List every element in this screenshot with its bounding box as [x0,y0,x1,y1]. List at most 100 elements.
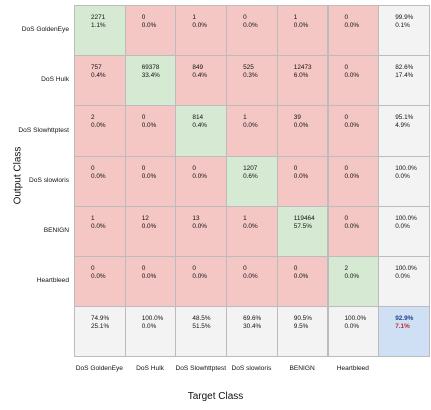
cell-count: 1 [243,214,247,222]
matrix-cell: 0 0.0% [175,155,228,207]
x-axis-label: Target Class [187,391,244,402]
matrix-cell: 12 0.0% [124,205,177,257]
cell-count: 0 [293,265,298,272]
cell-percent: 51.5% [192,323,211,331]
matrix-cell: 0 0.0% [327,205,380,257]
cell-count: 525 [243,64,254,72]
column-label: DoS Slowhttptest [175,365,227,372]
matrix-cell: 0 0.0% [74,155,126,207]
matrix-cell: 0 0.0% [175,256,228,308]
cell-count: 0 [243,14,247,21]
cell-count: 0 [344,214,349,222]
matrix-cell: 0 0.0% [327,105,380,157]
cell-percent: 0.1% [395,22,410,29]
cell-count: 0 [192,265,196,272]
cell-percent: 0.0% [344,72,360,80]
column-label: DoS slowloris [231,365,272,372]
cell-count: 39 [293,114,301,122]
cell-count: 2 [344,265,349,272]
cell-count: 100.0% [344,315,367,323]
cell-percent: 0.4% [192,72,207,80]
cell-count: 100.0% [395,214,417,222]
cell-percent: 0.0% [91,222,106,230]
column-summary-cell: 90.5% 9.5% [276,306,329,358]
cell-percent: 7.1% [395,323,410,331]
cell-percent: 30.4% [243,323,262,331]
cell-percent: 0.0% [344,273,360,280]
row-summary-cell: 99.9% 0.1% [378,5,430,57]
row-summary-cell: 82.6% 17.4% [378,55,430,107]
cell-percent: 0.4% [192,122,207,130]
matrix-cell: 1 0.0% [175,5,228,57]
matrix-cell: 0 0.0% [124,155,177,207]
cell-count: 100.0% [395,164,417,172]
cell-count: 1 [91,214,95,222]
cell-percent: 0.0% [192,22,207,29]
matrix-cell: 13 0.0% [175,205,228,257]
cell-count: 13 [192,214,200,222]
cell-percent: 33.4% [141,72,160,80]
cell-percent: 0.0% [344,222,360,230]
row-label: DoS Hulk [41,76,69,84]
cell-percent: 0.0% [141,222,157,230]
cell-percent: 0.0% [192,222,207,230]
cell-percent: 0.0% [344,323,360,331]
cell-percent: 0.0% [395,222,410,230]
cell-count: 12 [141,214,149,222]
matrix-cell: 0 0.0% [276,256,329,308]
cell-percent: 0.0% [293,22,309,29]
matrix-cell: 1207 0.6% [226,155,278,207]
matrix-cell: 0 0.0% [124,105,177,157]
cell-count: 0 [91,164,95,172]
cell-percent: 0.0% [293,273,309,280]
matrix-cell: 0 0.0% [124,5,177,57]
cell-percent: 0.0% [293,172,309,180]
cell-percent: 6.0% [293,72,309,80]
cell-percent: 0.0% [141,22,157,29]
cell-percent: 25.1% [91,323,110,331]
cell-count: 74.9% [91,315,110,323]
matrix-cell: 0 0.0% [74,256,126,308]
cell-percent: 0.0% [192,273,207,280]
cell-percent: 0.0% [243,222,258,230]
matrix-cell: 0 0.0% [226,5,278,57]
cell-percent: 9.5% [293,323,309,331]
cell-percent: 0.3% [243,72,258,80]
column-label: DoS GoldenEye [75,365,123,372]
cell-percent: 0.0% [344,172,360,180]
cell-count: 757 [91,64,102,72]
cell-count: 0 [91,265,95,272]
cell-count: 0 [141,14,146,21]
cell-percent: 0.0% [141,172,157,180]
cell-percent: 0.0% [91,273,106,280]
matrix-cell: 849 0.4% [175,55,228,107]
matrix-cell: 525 0.3% [226,55,278,107]
matrix-cell: 39 0.0% [276,105,329,157]
column-summary-cell: 48.5% 51.5% [175,306,228,358]
matrix-cell: 757 0.4% [74,55,126,107]
row-summary-cell: 100.0% 0.0% [378,205,430,257]
cell-count: 0 [141,164,146,172]
cell-count: 69.6% [243,315,262,323]
cell-count: 69378 [141,64,160,72]
matrix-cell: 12473 6.0% [276,55,329,107]
row-label: DoS Slowhttptest [18,126,69,134]
cell-count: 92.9% [395,315,414,323]
column-summary-cell: 74.9% 25.1% [74,306,126,358]
row-label: DoS slowloris [29,176,69,184]
row-summary-cell: 100.0% 0.0% [378,155,430,207]
row-summary-cell: 100.0% 0.0% [378,256,430,308]
cell-percent: 0.0% [344,122,360,130]
cell-count: 82.6% [395,64,414,72]
cell-count: 119464 [293,214,315,222]
cell-count: 0 [293,164,298,172]
cell-count: 849 [192,64,204,72]
row-summary-cell: 95.1% 4.9% [378,105,430,157]
matrix-cell: 814 0.4% [175,105,228,157]
cell-percent: 0.0% [243,122,258,130]
matrix-cell: 0 0.0% [276,155,329,207]
row-label: BENIGN [43,226,69,234]
cell-percent: 17.4% [395,72,414,80]
cell-count: 2271 [91,14,106,21]
cell-count: 48.5% [192,315,211,323]
